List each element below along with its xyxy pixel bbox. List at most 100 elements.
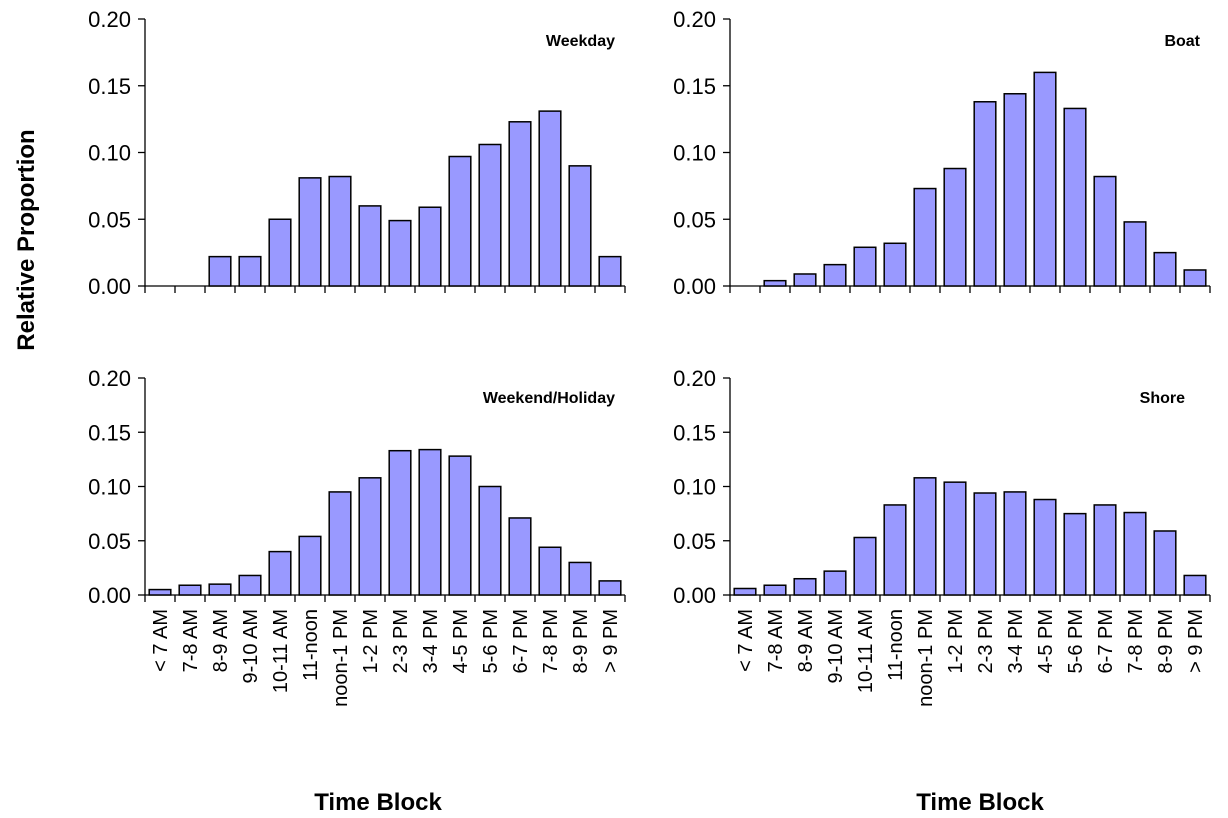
y-tick-label: 0.05 (673, 207, 716, 232)
bar-2-1 (178, 584, 202, 596)
bar-1-7 (943, 167, 967, 287)
bar-2-2 (208, 583, 232, 596)
bar-2-9 (418, 448, 442, 596)
bar-1-1 (763, 279, 787, 287)
bar-0-6 (328, 175, 352, 287)
x-category-label: 9-10 AM (825, 609, 847, 683)
x-category-label: < 7 AM (735, 609, 757, 672)
bar-2-10 (448, 455, 472, 596)
bar-3-15 (1183, 574, 1207, 596)
bar-0-2 (208, 255, 232, 287)
bar-2-0 (148, 588, 172, 596)
bar-2-5 (298, 535, 322, 596)
x-category-label: 7-8 AM (180, 609, 202, 672)
y-tick-label: 0.15 (88, 420, 131, 445)
y-tick-label: 0.10 (88, 141, 131, 166)
x-category-label: 7-8 AM (765, 609, 787, 672)
y-tick-label: 0.15 (673, 420, 716, 445)
shared-y-axis-title: Relative Proportion (13, 129, 40, 350)
x-category-label: 11-noon (885, 609, 907, 681)
bar-3-12 (1093, 504, 1117, 596)
bar-1-5 (883, 242, 907, 287)
bar-0-13 (538, 110, 562, 287)
bar-1-13 (1123, 221, 1147, 287)
x-category-label: 10-11 AM (855, 609, 877, 693)
x-category-label: noon-1 PM (330, 609, 352, 707)
panel-title: Shore (1140, 390, 1185, 407)
bar-3-2 (793, 577, 817, 596)
y-tick-label: 0.00 (673, 274, 716, 299)
x-category-label: 8-9 PM (1155, 609, 1177, 673)
y-tick-label: 0.05 (88, 207, 131, 232)
y-tick-label: 0.15 (673, 74, 716, 99)
bar-3-9 (1003, 491, 1027, 596)
x-category-label: 1-2 PM (360, 609, 382, 673)
x-category-label: 8-9 AM (795, 609, 817, 672)
y-tick-label: 0.20 (673, 366, 716, 391)
y-tick-label: 0.10 (673, 475, 716, 500)
bar-1-14 (1153, 251, 1177, 287)
x-category-label: 2-3 PM (390, 609, 412, 673)
x-category-label: > 9 PM (1185, 609, 1207, 673)
bar-2-12 (508, 517, 532, 596)
bar-0-8 (388, 219, 412, 287)
bar-3-14 (1153, 530, 1177, 596)
x-category-label: noon-1 PM (915, 609, 937, 707)
bar-3-0 (733, 587, 757, 596)
bar-0-15 (598, 255, 622, 287)
y-tick-label: 0.05 (88, 529, 131, 554)
bar-1-9 (1003, 93, 1027, 287)
bar-3-5 (883, 504, 907, 596)
x-category-label: 3-4 PM (1005, 609, 1027, 673)
bar-2-14 (568, 561, 592, 596)
bar-1-10 (1033, 71, 1057, 287)
x-category-label: 11-noon (300, 609, 322, 681)
bar-1-2 (793, 273, 817, 287)
bar-2-11 (478, 485, 502, 596)
bar-0-3 (238, 255, 262, 287)
bar-3-1 (763, 584, 787, 596)
bar-1-6 (913, 187, 937, 287)
bar-0-4 (268, 218, 292, 287)
bar-0-12 (508, 121, 532, 287)
bar-3-8 (973, 492, 997, 596)
y-tick-label: 0.00 (673, 583, 716, 608)
y-tick-label: 0.20 (88, 366, 131, 391)
panel-title: Weekend/Holiday (483, 390, 615, 407)
y-tick-label: 0.20 (673, 7, 716, 32)
y-tick-label: 0.20 (88, 7, 131, 32)
bar-2-15 (598, 580, 622, 596)
x-category-label: < 7 AM (150, 609, 172, 672)
bar-3-11 (1063, 512, 1087, 596)
bar-3-13 (1123, 511, 1147, 596)
bar-2-8 (388, 449, 412, 596)
bar-1-12 (1093, 175, 1117, 287)
y-tick-label: 0.15 (88, 74, 131, 99)
bar-3-6 (913, 477, 937, 596)
panel-title: Boat (1164, 33, 1200, 50)
bar-0-7 (358, 205, 382, 287)
bar-0-11 (478, 143, 502, 287)
bar-1-15 (1183, 269, 1207, 287)
bar-0-10 (448, 155, 472, 287)
x-axis-title: Time Block (916, 789, 1044, 816)
x-category-label: 5-6 PM (1065, 609, 1087, 673)
bar-2-3 (238, 574, 262, 596)
panel-title: Weekday (546, 33, 615, 50)
bar-0-14 (568, 165, 592, 287)
x-category-label: 2-3 PM (975, 609, 997, 673)
x-category-label: 4-5 PM (450, 609, 472, 673)
y-tick-label: 0.00 (88, 274, 131, 299)
bar-0-9 (418, 206, 442, 287)
y-tick-label: 0.00 (88, 583, 131, 608)
x-category-label: 8-9 AM (210, 609, 232, 672)
x-category-label: 6-7 PM (1095, 609, 1117, 673)
x-category-label: 7-8 PM (540, 609, 562, 673)
bar-3-7 (943, 481, 967, 596)
y-tick-label: 0.05 (673, 529, 716, 554)
bar-2-4 (268, 550, 292, 596)
bar-0-5 (298, 177, 322, 287)
y-tick-label: 0.10 (673, 141, 716, 166)
bar-1-4 (853, 246, 877, 287)
